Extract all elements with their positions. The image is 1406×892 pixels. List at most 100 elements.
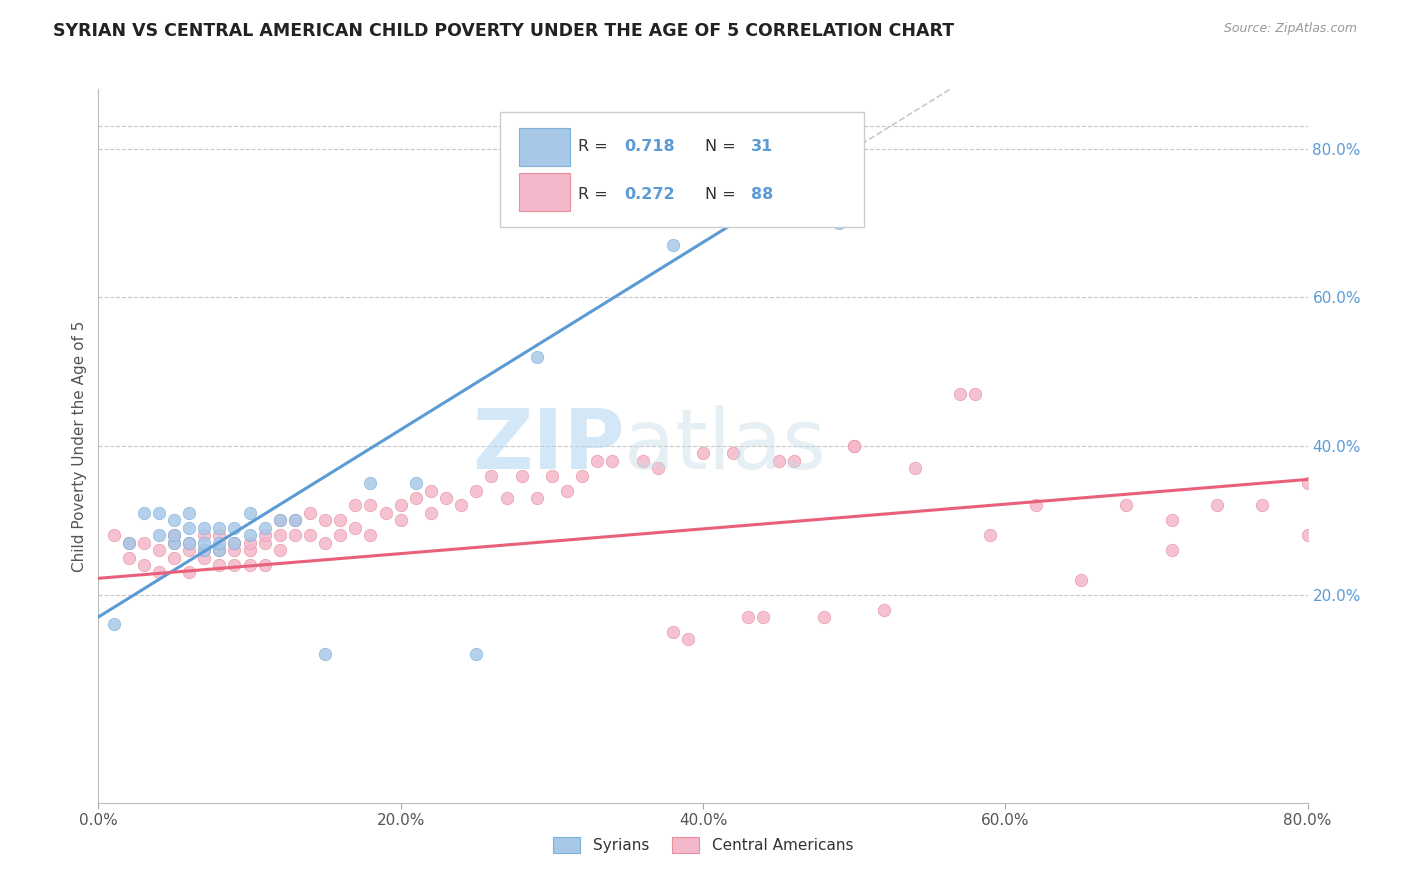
Point bbox=[1070, 573, 1092, 587]
Point bbox=[374, 506, 396, 520]
Point bbox=[179, 566, 201, 580]
Point bbox=[193, 535, 215, 549]
Point bbox=[314, 647, 336, 661]
Point bbox=[132, 535, 155, 549]
Point bbox=[193, 528, 215, 542]
Point bbox=[737, 610, 759, 624]
Point bbox=[132, 558, 155, 572]
Point bbox=[360, 499, 382, 513]
Point bbox=[239, 528, 262, 542]
Point bbox=[1206, 499, 1229, 513]
Point bbox=[768, 454, 790, 468]
Legend: Syrians, Central Americans: Syrians, Central Americans bbox=[547, 831, 859, 859]
Point bbox=[103, 617, 125, 632]
Point bbox=[103, 528, 125, 542]
Point bbox=[344, 499, 367, 513]
Point bbox=[163, 550, 186, 565]
Point bbox=[979, 528, 1001, 542]
Point bbox=[873, 602, 896, 616]
Point bbox=[1251, 499, 1274, 513]
Point bbox=[450, 499, 472, 513]
Point bbox=[179, 535, 201, 549]
Y-axis label: Child Poverty Under the Age of 5: Child Poverty Under the Age of 5 bbox=[72, 320, 87, 572]
Point bbox=[284, 513, 307, 527]
Point bbox=[526, 491, 548, 505]
Point bbox=[253, 528, 276, 542]
Point bbox=[647, 461, 669, 475]
Point bbox=[526, 350, 548, 364]
Point bbox=[132, 506, 155, 520]
Point bbox=[844, 439, 866, 453]
Point bbox=[163, 528, 186, 542]
Point bbox=[193, 543, 215, 558]
Point bbox=[314, 513, 336, 527]
Point bbox=[208, 528, 231, 542]
Point bbox=[602, 454, 624, 468]
Point bbox=[224, 521, 246, 535]
Point bbox=[253, 535, 276, 549]
Point bbox=[555, 483, 578, 498]
Point bbox=[420, 483, 443, 498]
Point bbox=[405, 476, 427, 491]
Point bbox=[163, 535, 186, 549]
Point bbox=[360, 476, 382, 491]
Point bbox=[148, 528, 170, 542]
Point bbox=[299, 506, 322, 520]
Point bbox=[239, 558, 262, 572]
Point bbox=[405, 491, 427, 505]
Point bbox=[481, 468, 503, 483]
Point bbox=[420, 506, 443, 520]
Text: N =: N = bbox=[706, 139, 741, 153]
Point bbox=[314, 535, 336, 549]
Point bbox=[495, 491, 517, 505]
Point bbox=[299, 528, 322, 542]
Point bbox=[118, 535, 141, 549]
Point bbox=[389, 513, 412, 527]
Point bbox=[465, 483, 488, 498]
Point bbox=[118, 535, 141, 549]
Point bbox=[193, 550, 215, 565]
FancyBboxPatch shape bbox=[519, 128, 569, 166]
Point bbox=[208, 543, 231, 558]
Point bbox=[163, 535, 186, 549]
Point bbox=[540, 468, 562, 483]
Text: 0.718: 0.718 bbox=[624, 139, 675, 153]
Point bbox=[676, 632, 699, 647]
Point bbox=[163, 528, 186, 542]
Point bbox=[510, 468, 533, 483]
Point bbox=[179, 543, 201, 558]
Point bbox=[269, 528, 291, 542]
Point bbox=[193, 543, 215, 558]
Text: Source: ZipAtlas.com: Source: ZipAtlas.com bbox=[1223, 22, 1357, 36]
Point bbox=[661, 238, 683, 252]
Point bbox=[193, 521, 215, 535]
Point bbox=[329, 528, 352, 542]
Point bbox=[224, 543, 246, 558]
Point bbox=[118, 550, 141, 565]
Text: R =: R = bbox=[578, 139, 613, 153]
Text: N =: N = bbox=[706, 187, 741, 202]
Point bbox=[586, 454, 609, 468]
Point bbox=[1160, 513, 1182, 527]
Point bbox=[949, 387, 972, 401]
Point bbox=[284, 513, 307, 527]
Point bbox=[661, 624, 683, 639]
Point bbox=[783, 454, 806, 468]
Point bbox=[631, 454, 654, 468]
Point bbox=[329, 513, 352, 527]
Point bbox=[239, 535, 262, 549]
Point bbox=[163, 513, 186, 527]
Point bbox=[465, 647, 488, 661]
Point bbox=[269, 513, 291, 527]
Point bbox=[253, 521, 276, 535]
Point bbox=[269, 513, 291, 527]
Point bbox=[224, 535, 246, 549]
Point bbox=[813, 610, 835, 624]
Point bbox=[179, 506, 201, 520]
Point bbox=[148, 566, 170, 580]
Point bbox=[692, 446, 714, 460]
Text: ZIP: ZIP bbox=[472, 406, 624, 486]
Point bbox=[904, 461, 927, 475]
Point bbox=[1296, 528, 1319, 542]
Point bbox=[239, 543, 262, 558]
